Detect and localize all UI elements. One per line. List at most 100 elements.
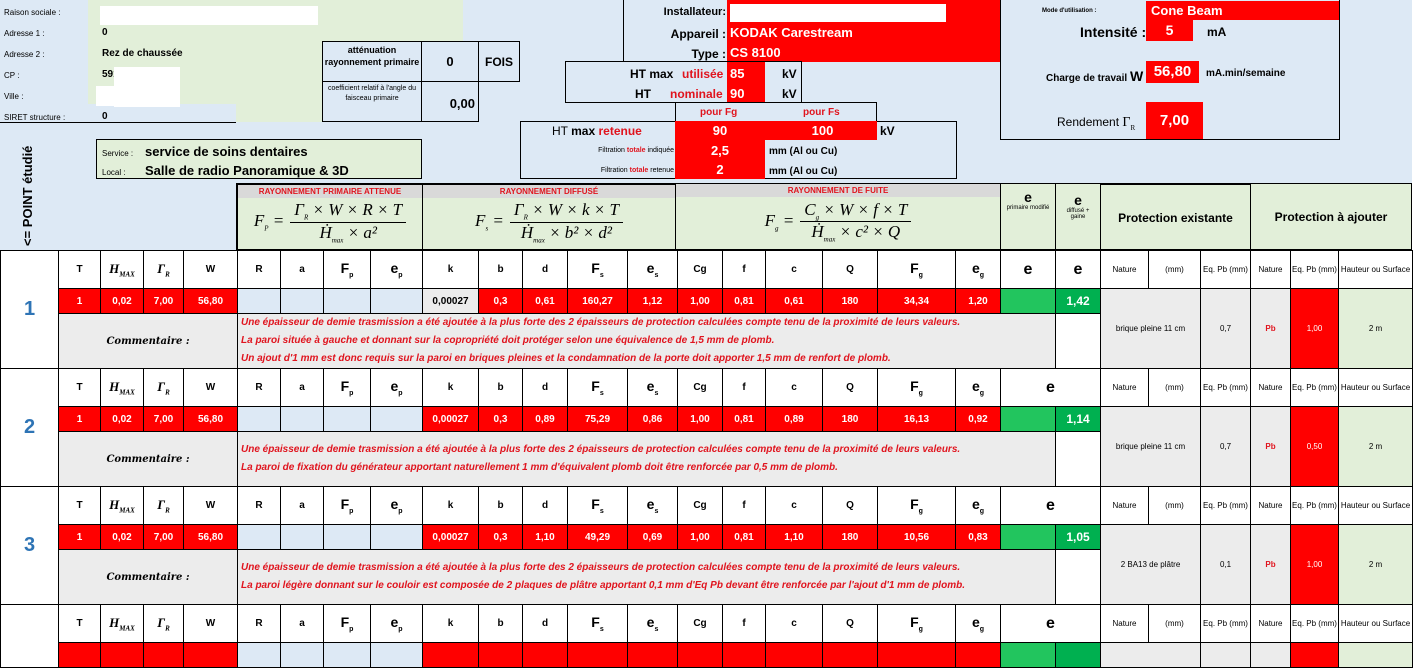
add-nature[interactable]: Pb	[1250, 524, 1291, 605]
value-cg[interactable]: 1,00	[677, 524, 723, 550]
value-h[interactable]: 0,02	[100, 406, 144, 432]
value-cell[interactable]	[1290, 642, 1339, 668]
local-value[interactable]: Salle de radio Panoramique & 3D	[145, 163, 349, 178]
value-es[interactable]: 0,86	[627, 406, 678, 432]
value-h[interactable]: 0,02	[100, 524, 144, 550]
value-cell[interactable]	[1250, 642, 1291, 668]
value-d[interactable]: 0,61	[522, 288, 568, 314]
existing-nature[interactable]: 2 BA13 de plâtre	[1100, 524, 1201, 605]
value-fg[interactable]: 16,13	[877, 406, 956, 432]
value-cell[interactable]	[1000, 642, 1056, 668]
value-fp[interactable]	[323, 288, 371, 314]
comment-text[interactable]: Une épaisseur de demie trasmission a été…	[237, 431, 1056, 487]
filt-ind-value[interactable]: 2,5	[710, 143, 730, 158]
value-w[interactable]: 56,80	[183, 288, 238, 314]
value-h[interactable]: 0,02	[100, 288, 144, 314]
add-eqpb[interactable]: 1,00	[1290, 524, 1339, 605]
value-cell[interactable]	[722, 642, 766, 668]
value-c[interactable]: 1,10	[765, 524, 823, 550]
value-ep[interactable]	[370, 406, 423, 432]
value-cell[interactable]	[1200, 642, 1251, 668]
value-e-primary[interactable]	[1000, 406, 1056, 432]
value-cg[interactable]: 1,00	[677, 288, 723, 314]
add-eqpb[interactable]: 0,50	[1290, 406, 1339, 487]
client-value[interactable]: Rez de chaussée	[102, 48, 183, 59]
value-cell[interactable]	[765, 642, 823, 668]
value-cell[interactable]	[627, 642, 678, 668]
value-ep[interactable]	[370, 288, 423, 314]
value-g[interactable]: 7,00	[143, 524, 184, 550]
value-cell[interactable]	[183, 642, 238, 668]
charge-value[interactable]: 56,80	[1146, 61, 1199, 83]
retenue-fg-value[interactable]: 90	[712, 123, 728, 138]
value-eg[interactable]: 0,83	[955, 524, 1001, 550]
value-w[interactable]: 56,80	[183, 406, 238, 432]
value-cell[interactable]	[677, 642, 723, 668]
service-value[interactable]: service de soins dentaires	[145, 144, 308, 159]
value-e[interactable]: 1,14	[1055, 406, 1101, 432]
value-f[interactable]: 0,81	[722, 406, 766, 432]
value-cg[interactable]: 1,00	[677, 406, 723, 432]
value-es[interactable]: 0,69	[627, 524, 678, 550]
value-eg[interactable]: 1,20	[955, 288, 1001, 314]
value-k[interactable]: 0,00027	[422, 524, 479, 550]
value-r[interactable]	[237, 524, 281, 550]
value-cell[interactable]	[567, 642, 628, 668]
attenuation-value[interactable]: 0	[421, 41, 479, 82]
existing-eqpb[interactable]: 0,1	[1200, 524, 1251, 605]
value-w[interactable]: 56,80	[183, 524, 238, 550]
value-a[interactable]	[280, 288, 324, 314]
value-f[interactable]: 0,81	[722, 524, 766, 550]
value-t[interactable]: 1	[58, 524, 101, 550]
intensite-value[interactable]: 5	[1146, 20, 1193, 41]
value-cell[interactable]	[323, 642, 371, 668]
add-hauteur[interactable]: 2 m	[1338, 406, 1413, 487]
value-q[interactable]: 180	[822, 406, 878, 432]
value-t[interactable]: 1	[58, 406, 101, 432]
value-a[interactable]	[280, 524, 324, 550]
rendement-value[interactable]: 7,00	[1146, 102, 1203, 139]
retenue-fs-value[interactable]: 100	[811, 123, 834, 138]
type-value[interactable]: CS 8100	[730, 45, 781, 60]
add-hauteur[interactable]: 2 m	[1338, 524, 1413, 605]
value-e-primary[interactable]	[1000, 524, 1056, 550]
add-nature[interactable]: Pb	[1250, 406, 1291, 487]
client-value[interactable]: 591	[102, 69, 119, 80]
comment-text[interactable]: Une épaisseur de demie trasmission a été…	[237, 313, 1056, 369]
value-cell[interactable]	[58, 642, 101, 668]
value-cell[interactable]	[1055, 642, 1101, 668]
value-d[interactable]: 0,89	[522, 406, 568, 432]
add-hauteur[interactable]: 2 m	[1338, 288, 1413, 369]
value-cell[interactable]	[877, 642, 956, 668]
value-cell[interactable]	[237, 642, 281, 668]
coef-value[interactable]: 0,00	[421, 81, 479, 122]
value-k[interactable]: 0,00027	[422, 288, 479, 314]
value-ep[interactable]	[370, 524, 423, 550]
value-e-primary[interactable]	[1000, 288, 1056, 314]
value-r[interactable]	[237, 406, 281, 432]
value-es[interactable]: 1,12	[627, 288, 678, 314]
value-fg[interactable]: 34,34	[877, 288, 956, 314]
client-value[interactable]: 0	[102, 27, 108, 38]
value-fs[interactable]: 75,29	[567, 406, 628, 432]
value-cell[interactable]	[1100, 642, 1201, 668]
value-cell[interactable]	[822, 642, 878, 668]
value-a[interactable]	[280, 406, 324, 432]
value-fp[interactable]	[323, 406, 371, 432]
appareil-value[interactable]: KODAK Carestream	[730, 25, 853, 40]
client-value[interactable]: 0	[102, 111, 108, 122]
value-b[interactable]: 0,3	[478, 406, 523, 432]
value-g[interactable]: 7,00	[143, 288, 184, 314]
value-c[interactable]: 0,89	[765, 406, 823, 432]
add-nature[interactable]: Pb	[1250, 288, 1291, 369]
filt-ret-value[interactable]: 2	[716, 162, 724, 177]
value-fp[interactable]	[323, 524, 371, 550]
value-b[interactable]: 0,3	[478, 524, 523, 550]
value-cell[interactable]	[280, 642, 324, 668]
installateur-field[interactable]	[730, 4, 946, 22]
htmax-value[interactable]: 85	[730, 66, 745, 81]
value-fs[interactable]: 160,27	[567, 288, 628, 314]
value-cell[interactable]	[143, 642, 184, 668]
ht-value[interactable]: 90	[730, 86, 745, 101]
value-b[interactable]: 0,3	[478, 288, 523, 314]
